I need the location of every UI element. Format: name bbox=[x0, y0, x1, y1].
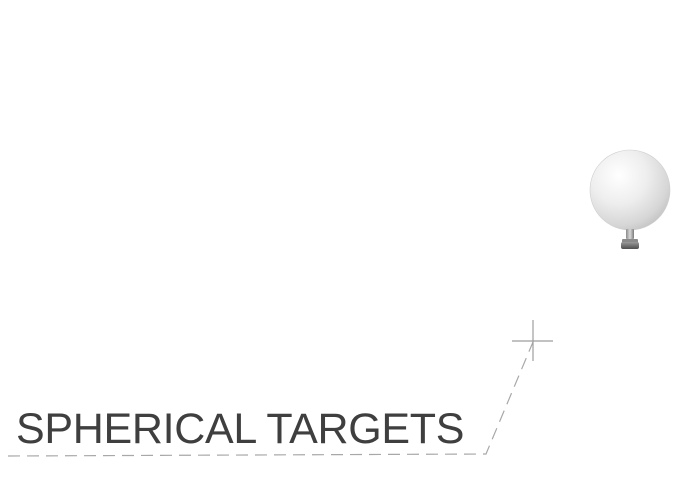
crosshair-icon bbox=[512, 320, 553, 361]
title: SPHERICAL TARGETS bbox=[16, 405, 465, 453]
spherical-target-icon bbox=[589, 149, 671, 249]
leader-line bbox=[7, 341, 534, 457]
